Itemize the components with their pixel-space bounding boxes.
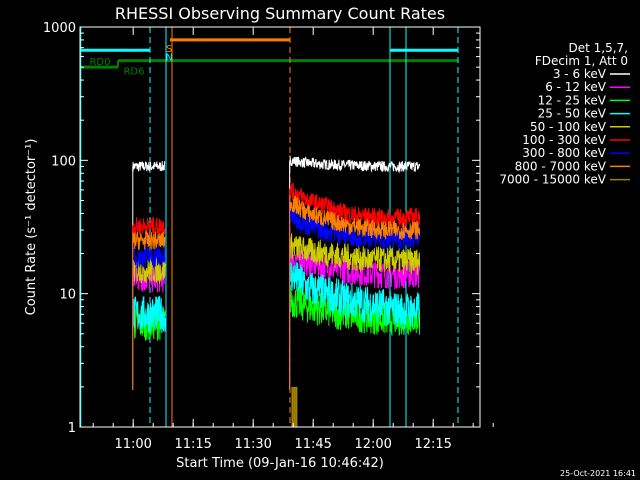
series-line [289, 182, 421, 229]
series-line [132, 160, 166, 172]
series-line [289, 155, 421, 174]
legend-label: 100 - 300 keV [522, 133, 606, 147]
x-tick-label: 12:00 [354, 437, 391, 452]
legend-item: 800 - 7000 keV [515, 159, 630, 173]
chart-title: RHESSI Observing Summary Count Rates [115, 4, 445, 23]
x-tick-label: 11:00 [114, 437, 151, 452]
legend-item: 3 - 6 keV [553, 67, 630, 81]
legend-label: 6 - 12 keV [545, 80, 607, 94]
legend-label: 7000 - 15000 keV [499, 173, 606, 187]
series-line [289, 233, 421, 275]
y-axis-label: Count Rate (s⁻¹ detector⁻¹) [24, 139, 39, 316]
legend-item: 12 - 25 keV [538, 93, 630, 107]
series-line [132, 296, 166, 334]
x-tick-label: 11:30 [234, 437, 271, 452]
legend-item: 50 - 100 keV [530, 120, 630, 134]
legend-item: 25 - 50 keV [538, 107, 630, 121]
legend-label: 800 - 7000 keV [515, 159, 607, 173]
legend-item: 100 - 300 keV [522, 133, 630, 147]
legend-item: 300 - 800 keV [522, 146, 630, 160]
plot-area: SN RD0 RD6 [80, 27, 459, 427]
x-axis-label: Start Time (09-Jan-16 10:46:42) [176, 456, 384, 471]
series-7000-15000- [291, 386, 298, 427]
y-tick-label: 1000 [43, 21, 76, 36]
annotation-n: N [165, 53, 172, 64]
legend-label: 300 - 800 keV [522, 146, 606, 160]
y-tick-label: 100 [51, 154, 76, 169]
legend-item: 7000 - 15000 keV [499, 173, 630, 187]
legend-header-2: FDecim 1, Att 0 [535, 54, 628, 68]
annotation-s: S [166, 44, 172, 55]
annotations: SN RD0 RD6 [89, 44, 172, 78]
legend-label: 25 - 50 keV [538, 107, 607, 121]
timestamp: 25-Oct-2021 16:41 [560, 469, 636, 478]
series-800-7000- [132, 195, 421, 390]
series-lines [132, 155, 421, 427]
legend-header-1: Det 1,5,7, [569, 41, 629, 55]
x-tick-label: 12:15 [414, 437, 451, 452]
y-tick-label: 10 [59, 288, 76, 303]
series-line [132, 244, 166, 269]
axis-ticks: 11:00 11:15 11:30 11:45 12:00 12:15 1 10 100 1000 [43, 21, 494, 452]
series-100-300- [132, 182, 421, 390]
x-tick-label: 11:15 [174, 437, 211, 452]
legend-label: 3 - 6 keV [553, 67, 607, 81]
series-line [132, 217, 166, 237]
background-layer [80, 38, 458, 69]
axes: 11:00 11:15 11:30 11:45 12:00 12:15 1 10 100 1000 [43, 21, 494, 452]
series-line [289, 245, 421, 291]
legend-label: 50 - 100 keV [530, 120, 607, 134]
series-line [132, 256, 166, 285]
annotation-rd6: RD6 [123, 67, 144, 78]
annotation-rd0: RD0 [89, 57, 110, 68]
axis-frame [79, 26, 481, 428]
series-line [132, 231, 166, 250]
y-tick-label: 1 [68, 421, 76, 436]
legend-label: 12 - 25 keV [538, 93, 607, 107]
x-tick-label: 11:45 [294, 437, 331, 452]
series-line [289, 195, 421, 241]
legend-item: 6 - 12 keV [545, 80, 630, 94]
series-line [289, 261, 421, 329]
